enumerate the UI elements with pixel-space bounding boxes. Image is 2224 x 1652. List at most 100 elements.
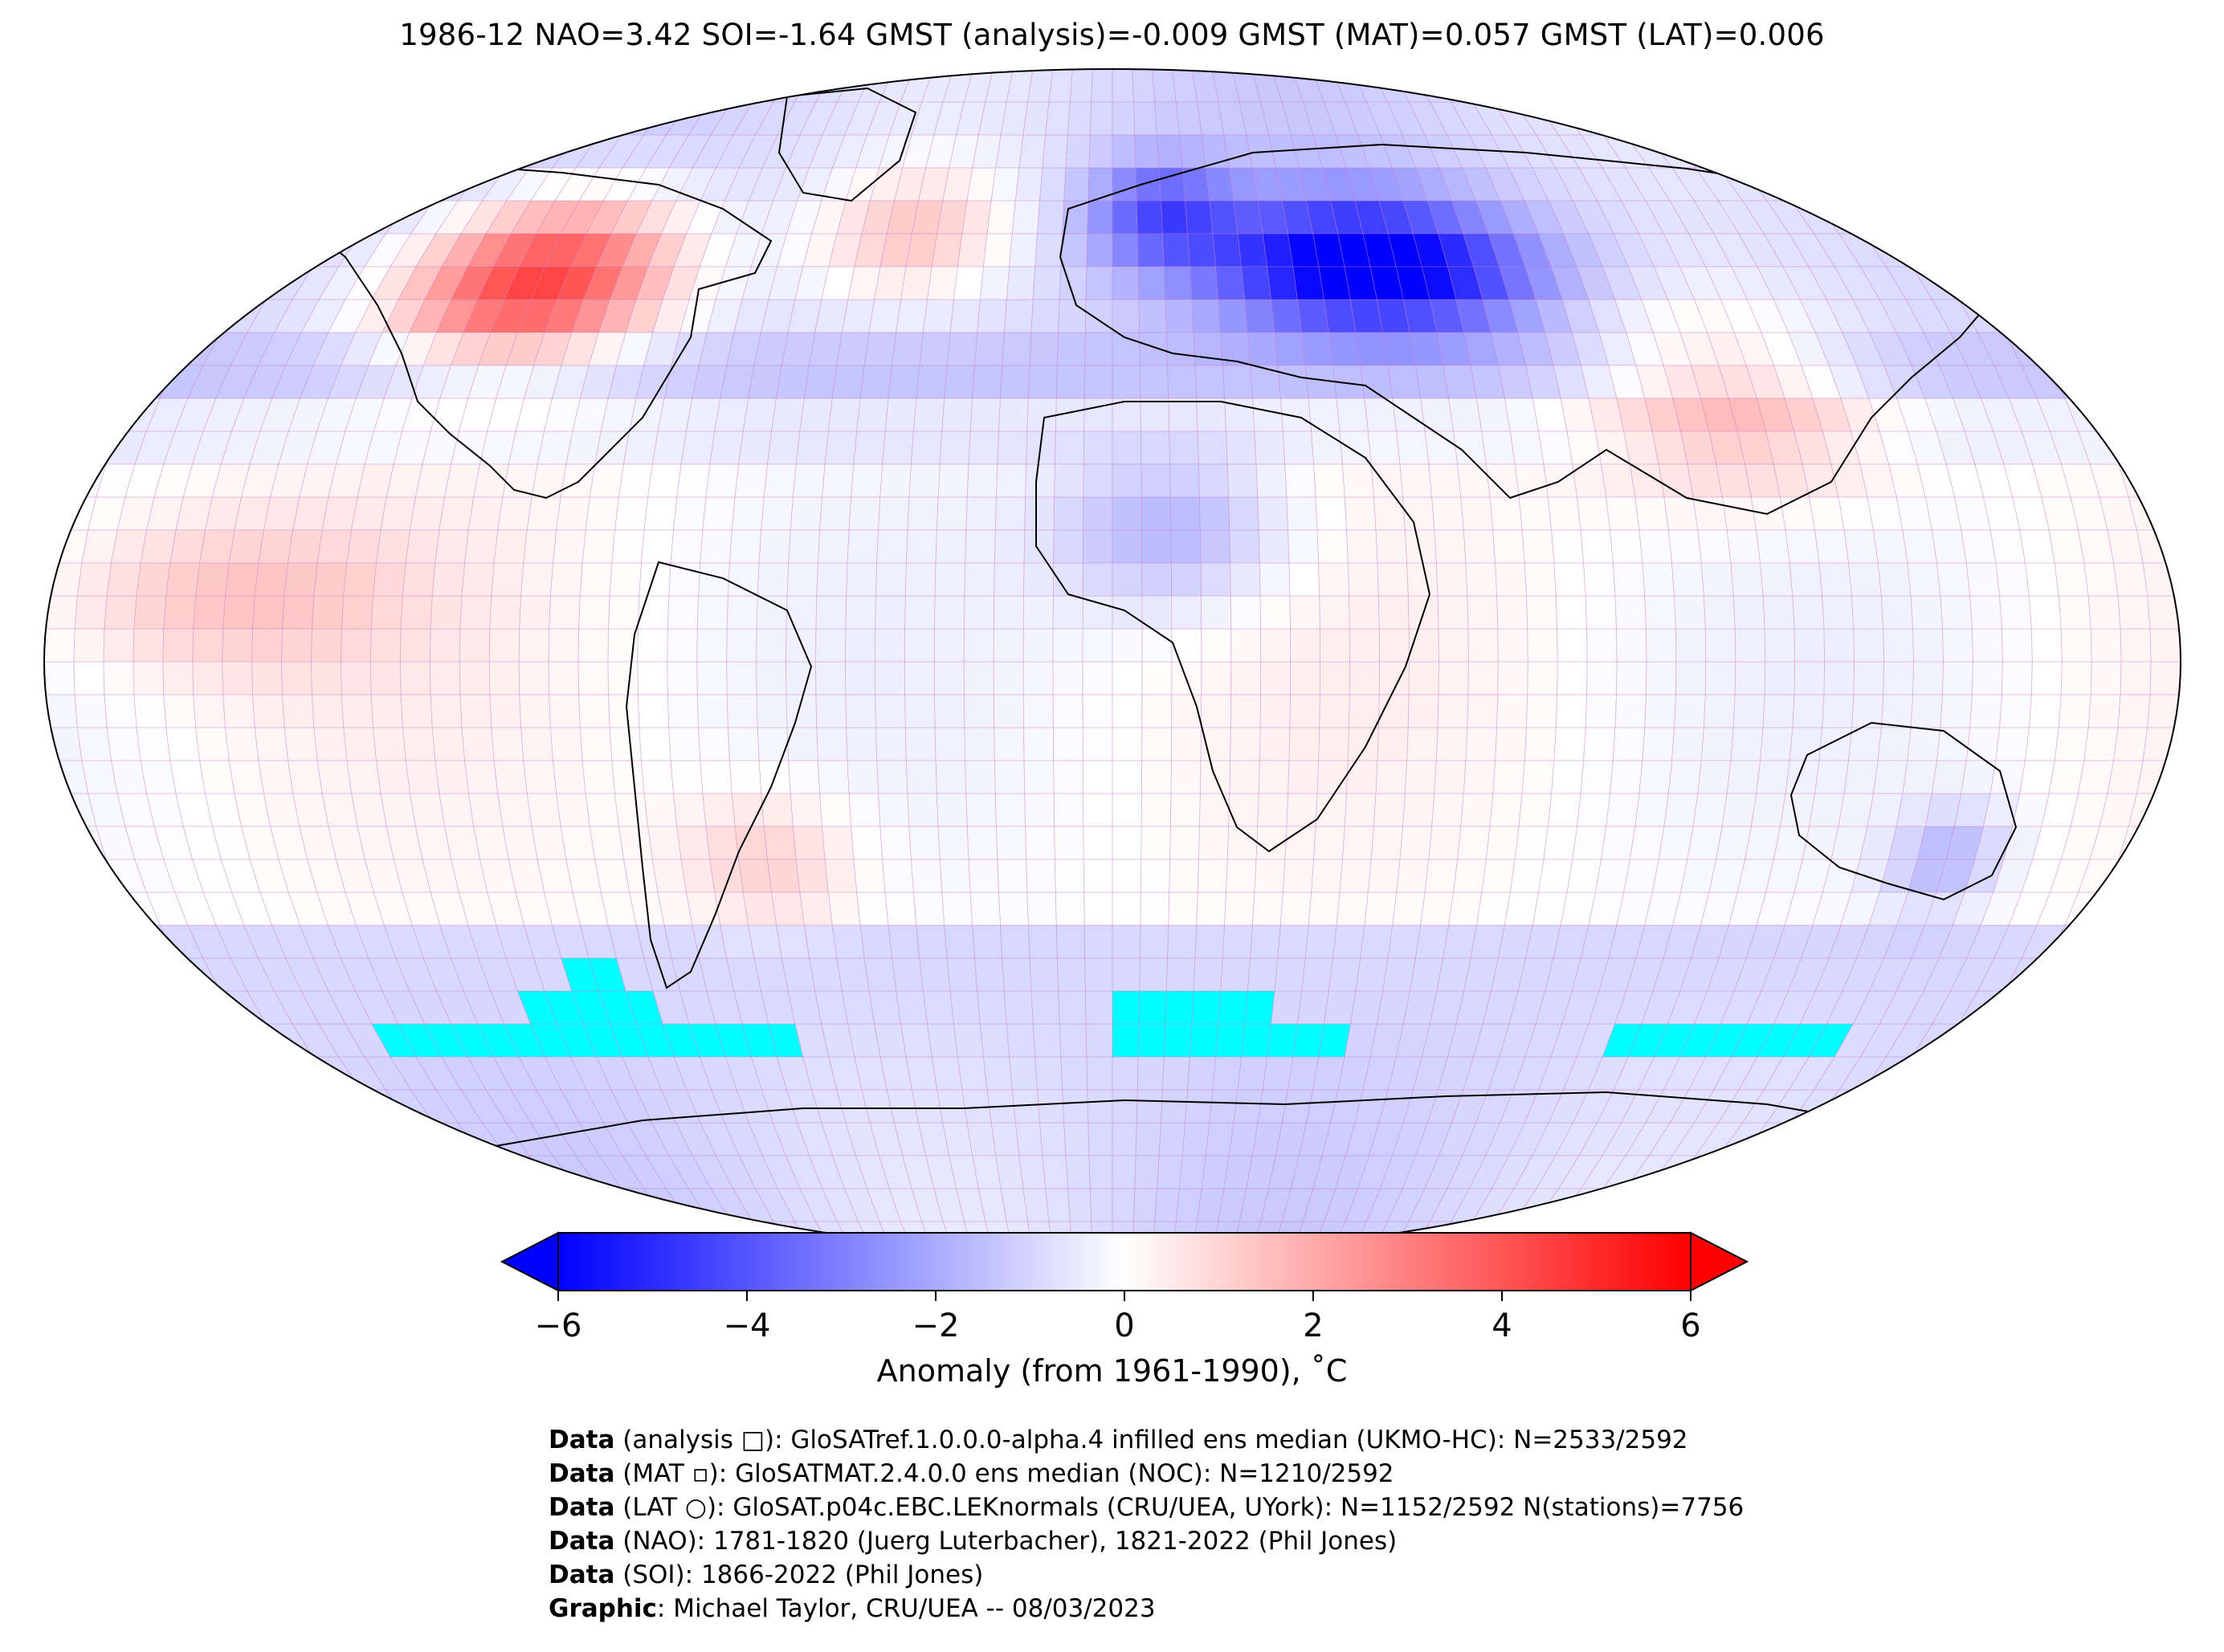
grid-cell (757, 695, 787, 728)
grid-cell (1548, 793, 1581, 826)
grid-cell (1561, 398, 1596, 431)
grid-cell (364, 234, 411, 267)
grid-cell (511, 201, 555, 234)
grid-cell (1373, 793, 1406, 826)
grid-cell (1802, 464, 1838, 497)
grid-cell (608, 365, 644, 398)
grid-cell (1462, 1123, 1500, 1156)
grid-cell (1139, 332, 1168, 365)
grid-cell (799, 892, 833, 925)
grid-cell (794, 267, 829, 300)
grid-cell (845, 662, 875, 695)
grid-cell (1360, 925, 1393, 958)
grid-cell (1048, 69, 1073, 102)
grid-cell (1168, 892, 1198, 925)
grid-cell (1250, 925, 1281, 958)
grid-cell (1206, 1123, 1234, 1156)
grid-cell (1999, 695, 2032, 728)
grid-cell (1165, 991, 1194, 1024)
grid-cell (908, 826, 941, 859)
grid-cell (73, 662, 104, 695)
grid-cell (828, 1057, 863, 1090)
grid-cell (523, 530, 557, 563)
grid-cell (1701, 728, 1734, 761)
grid-cell (537, 431, 573, 464)
grid-cell (1456, 991, 1492, 1024)
grid-cell (860, 925, 892, 958)
grid-cell (1794, 629, 1825, 662)
grid-cell (1320, 662, 1350, 695)
grid-cell (983, 234, 1013, 267)
grid-cell (1635, 365, 1673, 398)
grid-cell (117, 793, 154, 826)
meridian-line (875, 69, 954, 1254)
grid-cell (1838, 497, 1874, 530)
grid-cell (451, 859, 488, 892)
grid-cell (626, 300, 663, 332)
grid-cell (1463, 530, 1496, 563)
grid-cell (402, 398, 440, 431)
grid-cell (1671, 728, 1704, 761)
grid-cell (1893, 1156, 1953, 1189)
grid-cell (1348, 728, 1379, 761)
grid-cell (1953, 398, 1993, 431)
grid-cell (1467, 596, 1498, 629)
grid-cell (768, 1024, 803, 1057)
grid-cell (832, 925, 865, 958)
grid-cell (994, 695, 1024, 728)
grid-cell (415, 826, 451, 859)
grid-cell (1260, 1189, 1292, 1222)
grid-cell (849, 497, 880, 530)
grid-cell (341, 958, 383, 991)
grid-cell (608, 695, 639, 728)
grid-cell (370, 629, 402, 662)
grid-cell (1966, 563, 2000, 596)
grid-cell (1508, 1123, 1549, 1156)
grid-cell (972, 1156, 1002, 1189)
grid-cell (382, 300, 425, 332)
grid-cell (816, 563, 848, 596)
grid-cell (308, 1189, 372, 1222)
grid-cell (1033, 1024, 1061, 1057)
grid-cell (1757, 1024, 1801, 1057)
grid-cell (1371, 826, 1403, 859)
grid-cell (888, 925, 920, 958)
grid-cell (1696, 1123, 1743, 1156)
grid-cell (1042, 1156, 1068, 1189)
grid-cell (1387, 102, 1425, 135)
grid-cell (1083, 398, 1112, 431)
grid-cell (627, 168, 670, 201)
grid-cell (618, 464, 653, 497)
grid-cell (544, 892, 581, 925)
grid-cell (2031, 958, 2077, 991)
grid-cell (1004, 991, 1034, 1024)
grid-cell (1840, 398, 1880, 431)
grid-cell (413, 69, 475, 102)
grid-cell (1879, 431, 1918, 464)
grid-cell (1447, 1024, 1483, 1057)
grid-cell (776, 365, 810, 398)
grid-cell (1573, 1090, 1614, 1123)
grid-cell (842, 991, 875, 1024)
grid-cell (1809, 1024, 1854, 1057)
grid-cell (1993, 365, 2038, 398)
grid-cell (814, 991, 848, 1024)
grid-cell (855, 135, 890, 168)
grid-cell (1671, 563, 1704, 596)
grid-cell (1377, 563, 1409, 596)
grid-cell (1713, 234, 1757, 267)
grid-cell (1263, 234, 1293, 267)
grid-cell (561, 69, 615, 102)
grid-cell (607, 662, 639, 695)
grid-cell (519, 1057, 561, 1090)
grid-cell (1018, 135, 1046, 168)
grid-cell (580, 728, 612, 761)
grid-cell (73, 629, 104, 662)
grid-cell (2076, 925, 2121, 958)
grid-cell (741, 1024, 777, 1057)
meridian-line (1251, 69, 1321, 1254)
grid-cell (281, 662, 312, 695)
grid-cell (337, 1123, 390, 1156)
grid-cell (912, 201, 943, 234)
grid-cell (1030, 332, 1059, 365)
